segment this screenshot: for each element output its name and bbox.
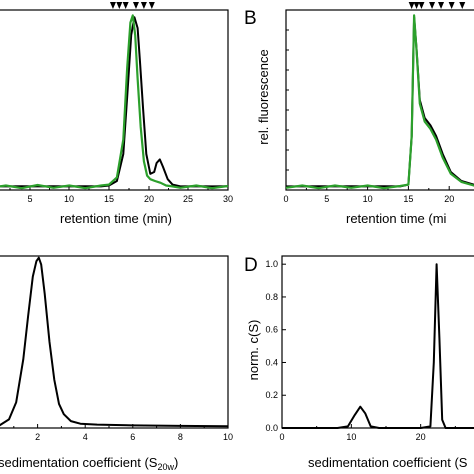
panel-d-xtick-label: 10 [346, 432, 356, 442]
panel-b-xtick-label: 20 [444, 194, 454, 204]
panel-c-xlabel-suffix: ) [174, 455, 178, 470]
panel-b-marker [448, 2, 455, 9]
panel-a: 051015202530 [0, 2, 233, 204]
panel-a-marker [132, 2, 139, 9]
panel-a-xtick-label: 5 [27, 194, 32, 204]
panel-b-marker [418, 2, 425, 9]
panel-a-xlabel: retention time (min) [60, 211, 172, 226]
panel-a-xtick-label: 25 [183, 194, 193, 204]
panel-b-series-black [286, 16, 474, 188]
panel-letter-d: D [244, 255, 258, 276]
panel-b-marker [408, 2, 415, 9]
panel-a-xtick-label: 15 [104, 194, 114, 204]
panel-a-xtick-label: 20 [144, 194, 154, 204]
panel-c-frame [0, 255, 229, 429]
panel-c-xtick-label: 10 [223, 432, 233, 442]
panel-c-xtick-label: 4 [83, 432, 88, 442]
panel-a-marker [148, 2, 155, 9]
panel-d-ytick-label: 0.4 [265, 357, 278, 367]
panel-b-xtick-label: 10 [363, 194, 373, 204]
panel-d-series-black [282, 263, 474, 429]
panel-d: 01020300.00.20.40.60.81.0 [265, 255, 474, 442]
panel-d-ylabel: norm. c(S) [246, 320, 261, 381]
panel-c-xlabel: sedimentation coefficient (S20w) [0, 455, 178, 472]
panel-c-xtick-label: 6 [130, 432, 135, 442]
panel-d-ytick-label: 1.0 [265, 259, 278, 269]
panel-d-frame [281, 255, 474, 429]
panel-b: 0 5 10 15 20 [283, 2, 474, 204]
panel-a-series-black [0, 16, 229, 188]
panel-c-xtick-label: 2 [35, 432, 40, 442]
panel-a-marker [140, 2, 147, 9]
panel-d-xtick-label: 0 [279, 432, 284, 442]
panel-a-marker [116, 2, 123, 9]
panel-b-xlabel: retention time (mi [346, 211, 447, 226]
panel-letter-b: B [244, 8, 257, 29]
panel-d-ytick-label: 0.6 [265, 325, 278, 335]
panel-b-marker [413, 2, 420, 9]
panel-b-xtick-label: 0 [283, 194, 288, 204]
panel-b-series-green [285, 14, 474, 190]
panel-b-ylabel: rel. fluorescence [256, 49, 271, 144]
panel-b-xtick-label: 5 [324, 194, 329, 204]
panel-a-xtick-label: 30 [223, 194, 233, 204]
panel-b-marker [429, 2, 436, 9]
panel-c-series-black [0, 256, 229, 428]
panel-a-marker [122, 2, 129, 9]
panel-b-marker [438, 2, 445, 9]
panel-a-xtick-label: 10 [64, 194, 74, 204]
panel-d-ytick-label: 0.2 [265, 390, 278, 400]
panel-c-xlabel-sub: 20w [157, 462, 174, 472]
panel-a-frame [0, 9, 229, 191]
panel-c-xtick-label: 8 [178, 432, 183, 442]
panel-d-xtick-label: 20 [416, 432, 426, 442]
panel-b-marker [459, 2, 466, 9]
panel-d-xlabel: sedimentation coefficient (S [308, 455, 468, 470]
panel-b-xtick-label: 15 [403, 194, 413, 204]
panel-c-xlabel-main: sedimentation coefficient (S [0, 455, 158, 470]
panel-d-ytick-label: 0.0 [265, 423, 278, 433]
panel-a-series-green [0, 14, 229, 190]
panel-d-ytick-label: 0.8 [265, 292, 278, 302]
panel-a-marker [109, 2, 116, 9]
